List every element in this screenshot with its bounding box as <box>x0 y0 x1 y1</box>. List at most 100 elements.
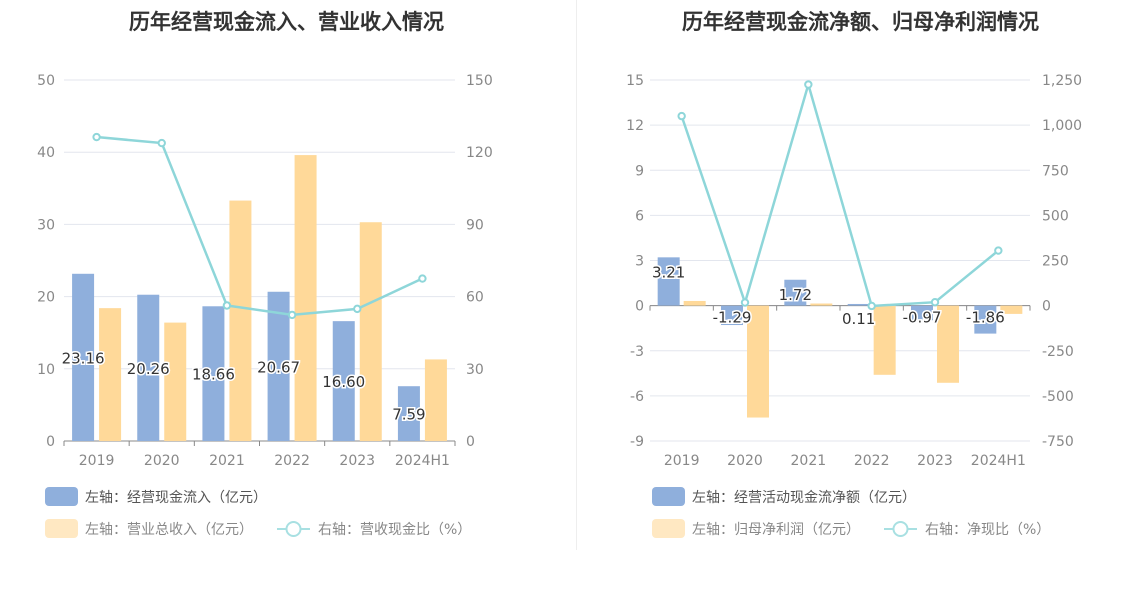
bar <box>683 300 706 306</box>
x-tick-label: 2022 <box>854 453 890 469</box>
chart-panel-left: 历年经营现金流入、营业收入情况 0 10 20 30 40 50 0 30 60 90 120 150… <box>0 0 573 589</box>
bar <box>810 303 833 306</box>
bar <box>229 200 252 441</box>
data-label: -1.86 <box>966 309 1005 327</box>
x-tick-label: 2020 <box>144 453 180 469</box>
bar <box>164 322 187 441</box>
bar <box>937 305 959 383</box>
line-point <box>804 80 813 89</box>
bar <box>847 303 870 306</box>
y-right-tick-label: 0 <box>1042 299 1051 315</box>
panel-divider <box>576 0 577 550</box>
chart-panel-right: 历年经营现金流净额、归母净利润情况 -9 -6 -3 0 3 6 9 12 15 -750 -500… <box>574 0 1147 589</box>
bar <box>397 386 420 441</box>
y-left-tick-label: 40 <box>37 145 55 161</box>
y-left-tick-label: 0 <box>46 434 55 450</box>
y-left-tick-label: -9 <box>630 434 644 450</box>
bar <box>747 305 769 418</box>
y-left-tick-label: 6 <box>635 208 644 224</box>
bar <box>332 321 355 441</box>
x-tick-label: 2023 <box>917 453 953 469</box>
y-right-tick-label: -750 <box>1042 434 1074 450</box>
bar <box>294 155 317 441</box>
y-right-tick-label: 120 <box>466 145 493 161</box>
line-point <box>157 138 166 148</box>
y-left-tick-label: -3 <box>630 344 644 360</box>
data-label: 23.16 <box>62 349 105 367</box>
legend-label: 右轴：营收现金比（%） <box>318 522 471 538</box>
bar <box>424 359 447 441</box>
line-point <box>418 274 427 283</box>
legend-label: 左轴：经营现金流入（亿元） <box>85 490 267 506</box>
y-right-tick-label: 500 <box>1042 208 1069 224</box>
line-point <box>994 246 1003 255</box>
legend-swatch-marker <box>892 521 909 537</box>
x-tick-label: 2019 <box>664 453 700 469</box>
legend-swatch-marker <box>285 521 302 537</box>
legend-swatch-bar <box>652 519 685 538</box>
x-tick-label: 2019 <box>79 453 115 469</box>
legend-label: 左轴：经营活动现金流净额（亿元） <box>692 490 916 506</box>
bar <box>873 305 896 375</box>
x-tick-label: 2024H1 <box>395 453 450 469</box>
line-point <box>287 310 297 320</box>
y-right-tick-label: 1,250 <box>1042 73 1082 89</box>
y-right-tick-label: 30 <box>466 362 484 378</box>
legend-swatch-bar <box>652 487 685 506</box>
y-left-tick-label: 30 <box>37 217 55 233</box>
x-tick-label: 2024H1 <box>971 453 1026 469</box>
line-point <box>930 297 940 307</box>
bar <box>137 294 160 441</box>
bar <box>359 222 382 441</box>
bar <box>267 291 290 441</box>
x-tick-label: 2021 <box>209 453 245 469</box>
data-label: 16.60 <box>322 373 365 391</box>
bar <box>72 273 95 441</box>
chart-right: -9 -6 -3 0 3 6 9 12 15 -750 -500 -250 0 250 500 750 1,00… <box>626 73 1082 538</box>
y-right-tick-label: 0 <box>466 434 475 450</box>
y-left-tick-label: 50 <box>37 73 55 89</box>
line-point <box>353 304 362 314</box>
bar <box>911 305 933 321</box>
chart-left: 0 10 20 30 40 50 0 30 60 90 120 150 2019 2020 2021 2022… <box>37 73 493 538</box>
line-point <box>677 111 686 121</box>
bar <box>99 308 122 441</box>
y-right-tick-label: 150 <box>466 73 493 89</box>
legend-label: 右轴：净现比（%） <box>925 522 1050 538</box>
y-right-tick-label: -250 <box>1042 344 1074 360</box>
data-label: 20.26 <box>127 360 170 378</box>
data-label: 18.66 <box>192 366 235 384</box>
series-line <box>680 79 1000 308</box>
y-left-tick-label: 3 <box>635 254 644 270</box>
data-label: -1.29 <box>713 309 752 327</box>
line-point <box>92 132 101 142</box>
y-left-tick-label: 10 <box>37 362 55 378</box>
legend-label: 左轴：归母净利润（亿元） <box>692 521 860 538</box>
bar <box>784 279 807 306</box>
y-left-tick-label: 20 <box>37 290 55 306</box>
bar <box>721 305 743 326</box>
x-tick-label: 2021 <box>791 453 827 469</box>
y-right-tick-label: 90 <box>466 217 484 233</box>
data-label: 20.67 <box>257 358 300 376</box>
bar <box>657 257 680 306</box>
data-label: 7.59 <box>392 406 425 424</box>
y-right-tick-label: -500 <box>1042 389 1074 405</box>
y-left-tick-label: 12 <box>626 118 644 134</box>
data-label: -0.97 <box>903 309 942 327</box>
chart-title-left: 历年经营现金流入、营业收入情况 <box>129 10 444 34</box>
y-right-tick-label: 250 <box>1042 254 1069 270</box>
legend-swatch-bar <box>45 519 78 538</box>
legend-label: 左轴：营业总收入（亿元） <box>85 522 253 538</box>
bar <box>1000 305 1023 314</box>
data-label: 3.21 <box>652 263 685 281</box>
chart-title-right: 历年经营现金流净额、归母净利润情况 <box>682 10 1039 34</box>
y-right-tick-label: 60 <box>466 290 484 306</box>
x-tick-label: 2020 <box>727 453 763 469</box>
data-label: 1.72 <box>779 286 812 304</box>
legend-swatch-bar <box>45 487 78 506</box>
x-tick-label: 2023 <box>339 453 375 469</box>
y-left-tick-label: -6 <box>630 389 644 405</box>
x-tick-label: 2022 <box>274 453 310 469</box>
